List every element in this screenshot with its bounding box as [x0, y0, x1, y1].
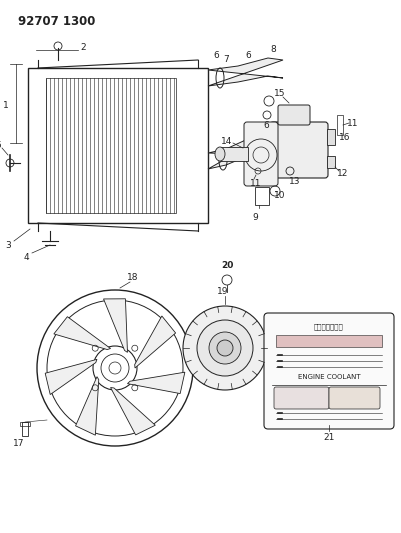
FancyBboxPatch shape: [244, 122, 278, 186]
Text: 6: 6: [213, 52, 219, 61]
Text: 18: 18: [127, 273, 139, 282]
Polygon shape: [45, 359, 97, 394]
Bar: [22, 422, 28, 436]
Text: 16: 16: [339, 133, 351, 141]
Text: 8: 8: [270, 45, 276, 54]
FancyBboxPatch shape: [270, 122, 328, 178]
Polygon shape: [208, 58, 283, 86]
Circle shape: [217, 340, 233, 356]
Text: 12: 12: [337, 168, 349, 177]
Text: 17: 17: [13, 440, 25, 448]
Text: 6: 6: [245, 52, 251, 61]
Bar: [46, 78, 176, 213]
FancyBboxPatch shape: [278, 105, 310, 125]
Circle shape: [209, 332, 241, 364]
Bar: [276, 335, 382, 347]
Text: 7: 7: [223, 55, 229, 64]
Text: 10: 10: [274, 190, 286, 199]
Text: 15: 15: [274, 88, 286, 98]
Polygon shape: [135, 316, 176, 368]
Text: 11: 11: [250, 179, 262, 188]
Bar: [20, 422, 30, 426]
Polygon shape: [75, 377, 99, 435]
Text: 1: 1: [3, 101, 9, 110]
Text: 14: 14: [221, 136, 233, 146]
Text: 20: 20: [221, 262, 233, 271]
Bar: [28, 68, 208, 223]
FancyBboxPatch shape: [264, 313, 394, 429]
Text: 2: 2: [80, 44, 86, 52]
Text: ENGINE COOLANT: ENGINE COOLANT: [298, 374, 360, 380]
Circle shape: [183, 306, 267, 390]
Text: 13: 13: [289, 176, 301, 185]
Bar: [255, 187, 269, 205]
FancyBboxPatch shape: [274, 387, 329, 409]
Text: 11: 11: [347, 118, 359, 127]
Text: 3: 3: [5, 240, 11, 249]
Bar: [327, 156, 335, 168]
Text: 4: 4: [23, 253, 29, 262]
Bar: [220, 147, 248, 161]
Polygon shape: [103, 299, 128, 352]
Text: 5: 5: [0, 141, 1, 149]
Ellipse shape: [265, 129, 287, 157]
Ellipse shape: [215, 147, 225, 161]
FancyBboxPatch shape: [329, 387, 380, 409]
Text: 9: 9: [252, 214, 258, 222]
Bar: [337, 115, 343, 135]
Text: 19: 19: [217, 287, 229, 296]
Polygon shape: [208, 135, 268, 169]
Text: 92707 1300: 92707 1300: [18, 15, 95, 28]
Polygon shape: [54, 317, 111, 350]
Circle shape: [197, 320, 253, 376]
Bar: [327, 129, 335, 145]
Polygon shape: [111, 387, 155, 435]
Text: 21: 21: [323, 432, 335, 441]
Text: エンジン冷却水: エンジン冷却水: [314, 324, 344, 330]
Polygon shape: [128, 372, 185, 393]
Text: 6: 6: [263, 120, 269, 130]
